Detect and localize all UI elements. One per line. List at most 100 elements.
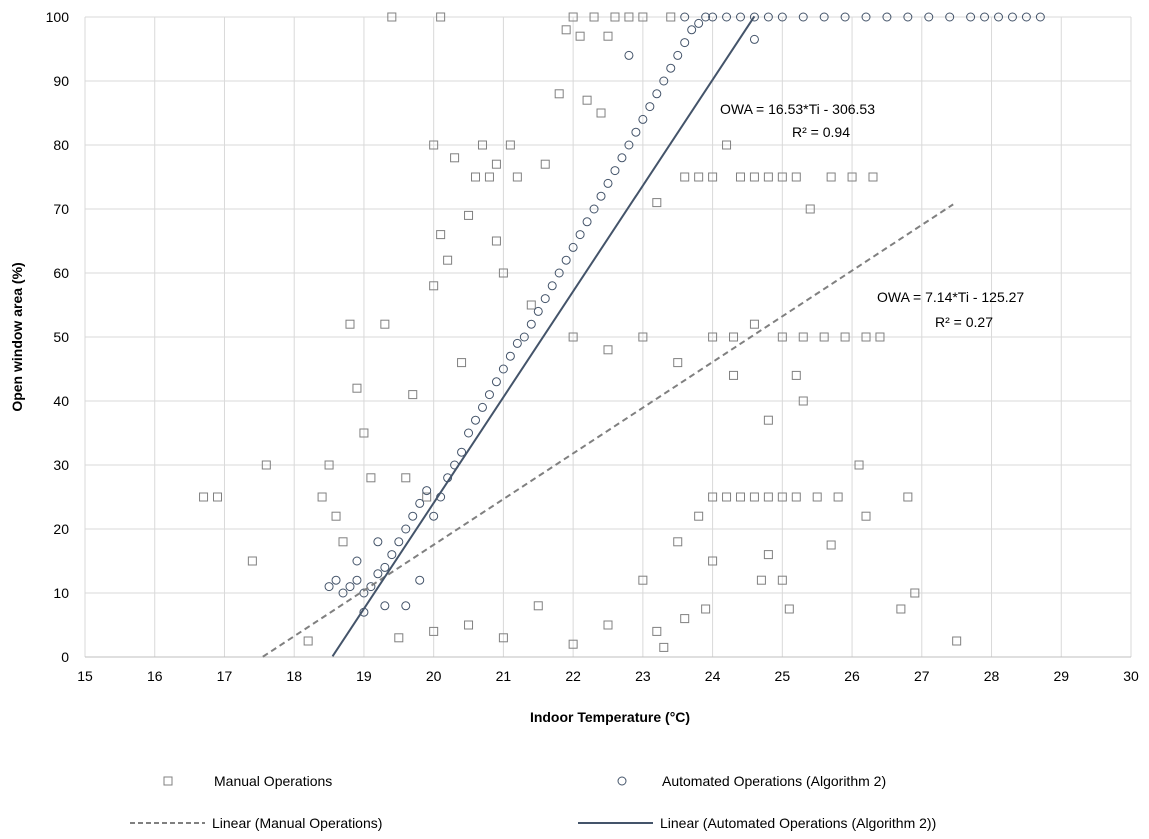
automated-point [575, 230, 585, 240]
manual-point [666, 12, 676, 22]
automated-point [394, 537, 404, 547]
manual-point [199, 492, 209, 502]
manual-point [303, 636, 313, 646]
automated-point [645, 102, 655, 112]
manual-point [735, 172, 745, 182]
manual-point [826, 540, 836, 550]
manual-point [652, 626, 662, 636]
manual-point [610, 12, 620, 22]
trendline-automated [331, 15, 756, 657]
manual-point [568, 639, 578, 649]
legend-label-linear-automated: Linear (Automated Operations (Algorithm … [660, 815, 936, 831]
automated-point [415, 498, 425, 508]
manual-point [436, 230, 446, 240]
manual-point [429, 140, 439, 150]
manual-point [749, 492, 759, 502]
manual-point [903, 492, 913, 502]
automated-point [498, 364, 508, 374]
trendline-manual [262, 203, 954, 658]
manual-point [673, 537, 683, 547]
legend-label-automated: Automated Operations (Algorithm 2) [662, 773, 886, 789]
manual-point [763, 550, 773, 560]
manual-point [861, 332, 871, 342]
automated-point [673, 50, 683, 60]
manual-point [450, 153, 460, 163]
manual-point [735, 492, 745, 502]
automated-point [652, 89, 662, 99]
manual-point [729, 370, 739, 380]
automated-point [680, 12, 690, 22]
automated-point [610, 166, 620, 176]
manual-point [708, 172, 718, 182]
manual-point [429, 626, 439, 636]
automated-point [701, 12, 711, 22]
manual-point [526, 300, 536, 310]
tick-labels: 15 16 17 18 19 20 21 22 23 24 25 26 27 28 29 30 0 10 20 30 4… [46, 9, 1139, 684]
manual-point [680, 614, 690, 624]
manual-point [910, 588, 920, 598]
manual-point [952, 636, 962, 646]
x-tick-label: 23 [635, 668, 651, 684]
automated-point [491, 377, 501, 387]
manual-point [394, 633, 404, 643]
manual-point [652, 198, 662, 208]
automated-point [749, 34, 759, 44]
legend: Manual Operations Automated Operations (… [130, 773, 936, 831]
automated-point [617, 153, 627, 163]
automated-point [903, 12, 913, 22]
automated-point [631, 127, 641, 137]
x-tick-label: 19 [356, 668, 372, 684]
manual-point [380, 319, 390, 329]
manual-point [875, 332, 885, 342]
manual-point [464, 210, 474, 220]
trend-manual-equation: OWA = 7.14*Ti - 125.27 [877, 289, 1024, 305]
automated-point [819, 12, 829, 22]
manual-point [798, 396, 808, 406]
x-tick-label: 15 [77, 668, 93, 684]
manual-point [477, 140, 487, 150]
manual-point [498, 633, 508, 643]
automated-point [331, 575, 341, 585]
manual-point [749, 319, 759, 329]
automated-point [687, 25, 697, 35]
automated-point [477, 402, 487, 412]
manual-point [554, 89, 564, 99]
automated-point [568, 242, 578, 252]
automated-point [366, 582, 376, 592]
x-tick-label: 18 [286, 668, 302, 684]
automated-point [596, 191, 606, 201]
manual-point [624, 12, 634, 22]
manual-point [505, 140, 515, 150]
y-axis-title: Open window area (%) [9, 262, 25, 411]
manual-point [673, 358, 683, 368]
automated-point [994, 12, 1004, 22]
x-tick-label: 29 [1053, 668, 1069, 684]
automated-point [471, 415, 481, 425]
automated-point [547, 281, 557, 291]
y-tick-label: 100 [46, 9, 70, 25]
manual-point [443, 255, 453, 265]
automated-point [561, 255, 571, 265]
manual-point [791, 172, 801, 182]
manual-point [763, 415, 773, 425]
manual-point [338, 537, 348, 547]
manual-point [729, 332, 739, 342]
data-points [199, 12, 1045, 652]
manual-point [582, 95, 592, 105]
manual-point [408, 390, 418, 400]
manual-point [603, 345, 613, 355]
manual-point [589, 12, 599, 22]
x-tick-label: 17 [217, 668, 233, 684]
x-tick-label: 24 [705, 668, 721, 684]
manual-point [345, 319, 355, 329]
manual-point [840, 332, 850, 342]
y-tick-label: 70 [53, 201, 69, 217]
x-tick-label: 27 [914, 668, 930, 684]
manual-point [784, 604, 794, 614]
manual-point [805, 204, 815, 214]
automated-point [526, 319, 536, 329]
manual-point [331, 511, 341, 521]
manual-point [366, 473, 376, 483]
trendlines [262, 15, 954, 658]
